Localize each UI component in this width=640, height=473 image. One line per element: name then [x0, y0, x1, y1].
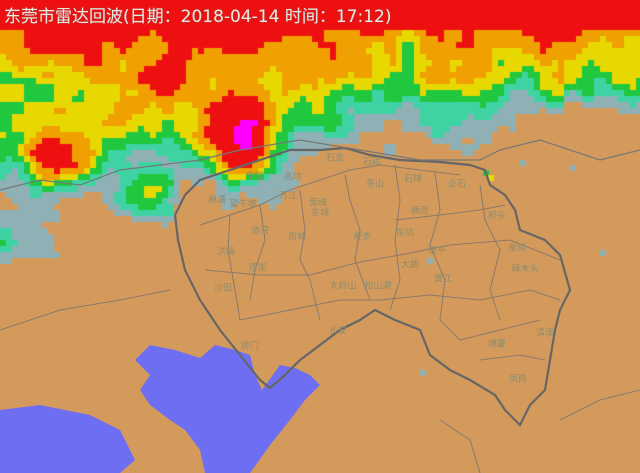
water-estuary — [135, 345, 320, 473]
town-label: 清溪 — [535, 328, 555, 339]
town-label: 石排 — [403, 174, 423, 185]
town-label: 道滘 — [250, 226, 270, 237]
town-label: 石龙 — [325, 153, 345, 164]
town-label: 中堂 — [245, 171, 265, 182]
town-label: 松山湖 — [364, 281, 392, 292]
town-label: 石碣 — [362, 157, 382, 168]
town-label: 东城 — [310, 208, 330, 219]
town-label: 茶山 — [365, 179, 385, 190]
map-title: 东莞市雷达回波(日期：2018-04-14 时间：17:12) — [4, 7, 392, 27]
town-label: 大岭山 — [329, 281, 357, 292]
town-label: 高埗 — [283, 172, 303, 183]
town-label: 东坑 — [395, 228, 415, 239]
province-boundary — [0, 139, 640, 191]
town-label: 沙田 — [213, 283, 233, 294]
town-label: 樟木头 — [511, 264, 539, 275]
town-label: 凤岗 — [508, 374, 528, 385]
town-label: 麻涌 — [207, 195, 227, 206]
town-label: 长安 — [328, 326, 348, 337]
town-label: 虎门 — [240, 341, 260, 352]
town-label: 大朗 — [400, 260, 420, 271]
town-label: 塘厦 — [487, 339, 507, 350]
town-label: 寮步 — [352, 232, 372, 243]
town-label: 常平 — [427, 246, 447, 257]
town-label: 厚街 — [248, 263, 268, 274]
water-bay — [0, 405, 135, 473]
town-label: 南城 — [287, 232, 307, 243]
town-label: 万江 — [278, 191, 298, 202]
town-label: 黄江 — [433, 274, 453, 285]
town-label: 莞城 — [308, 198, 328, 209]
town-label: 谢岗 — [507, 243, 527, 254]
town-label: 桥头 — [487, 211, 507, 222]
town-borders — [0, 164, 640, 473]
city-boundary — [173, 146, 572, 427]
town-label: 横沥 — [410, 206, 430, 217]
town-label: 洪梅 — [216, 247, 236, 258]
town-label: 企石 — [447, 179, 467, 190]
town-label: 望牛墩 — [229, 199, 257, 210]
